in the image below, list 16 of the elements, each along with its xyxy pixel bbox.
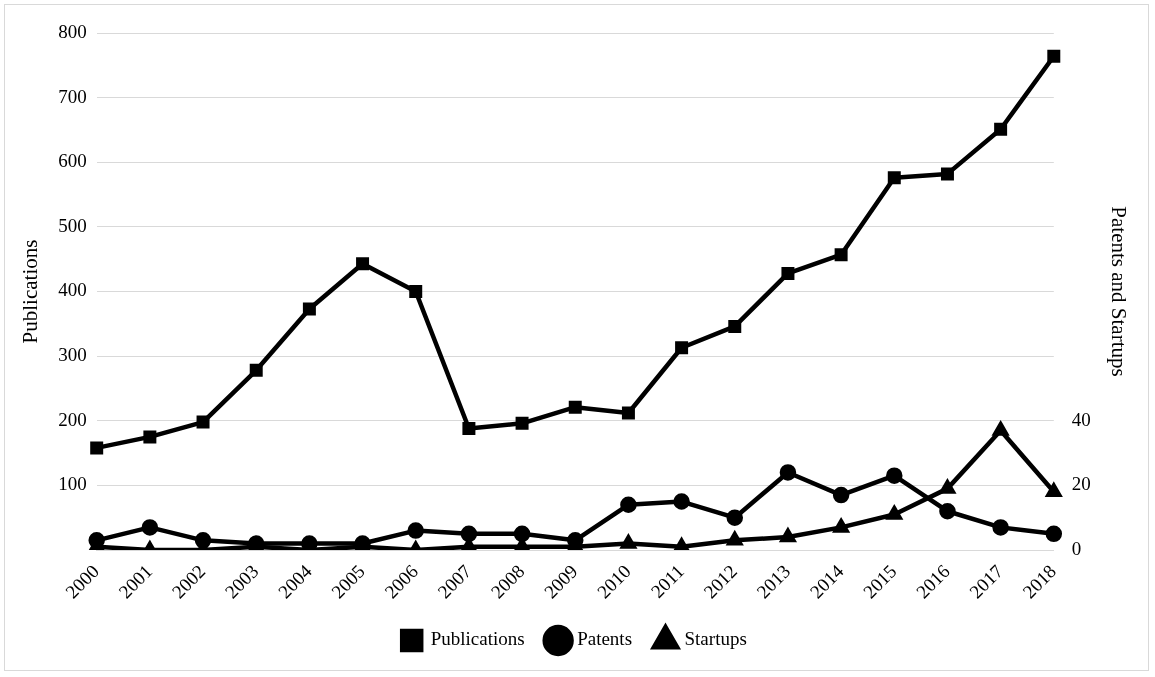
y-tick-label: 100: [58, 473, 87, 495]
y-tick-label: 300: [58, 344, 87, 366]
y2-tick-label: 0: [1071, 537, 1082, 559]
y-tick-label: 700: [58, 85, 87, 107]
y-tick-label: 200: [58, 408, 87, 430]
legend-label: Publications: [430, 628, 525, 650]
legend-label: Startups: [684, 628, 747, 650]
y-axis-title: Publications: [18, 239, 43, 344]
y-tick-label: 800: [58, 20, 87, 42]
y-tick-label: 600: [58, 150, 87, 172]
y2-axis-title: Patents and Startups: [1106, 206, 1131, 377]
legend-label: Patents: [577, 628, 633, 650]
y2-tick-label: 20: [1071, 473, 1091, 495]
y-tick-label: 400: [58, 279, 87, 301]
y2-tick-label: 40: [1071, 408, 1091, 430]
y-tick-label: 500: [58, 214, 87, 236]
